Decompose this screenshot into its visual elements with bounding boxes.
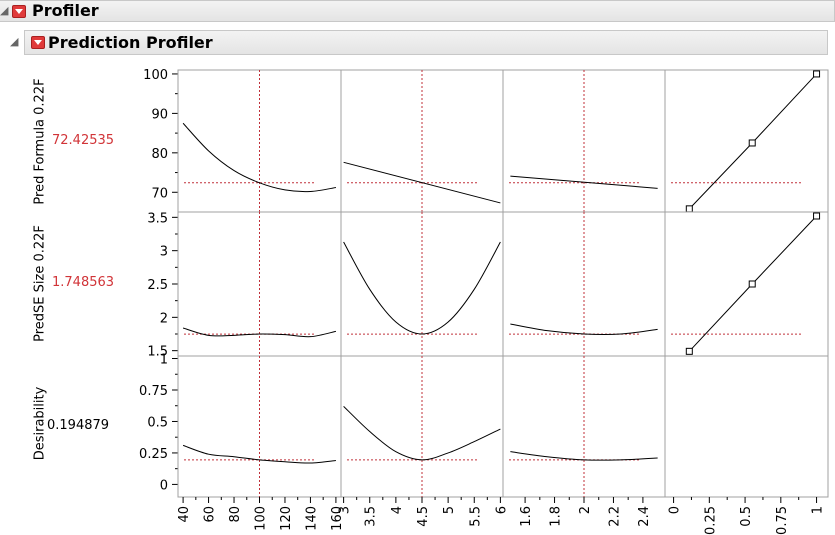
x-tick-label: 5.5 <box>468 506 483 527</box>
prediction-trace <box>343 405 501 461</box>
x-tick-label: 3 <box>338 506 353 514</box>
trace-marker <box>685 205 693 213</box>
y-tick-label: 90 <box>151 107 168 122</box>
prediction-profiler-outline-header[interactable] <box>24 30 828 55</box>
x-tick-label: 100 <box>254 506 269 531</box>
y-tick-label: 1.5 <box>147 345 168 360</box>
x-tick-label: 0.75 <box>775 506 790 535</box>
x-tick-label: 5 <box>442 506 457 514</box>
x-tick-label: 140 <box>304 506 319 531</box>
prediction-trace <box>182 327 337 338</box>
y-tick-label: 2 <box>160 311 168 326</box>
y-tick-label: 0.5 <box>147 415 168 430</box>
x-tick-label: 1.6 <box>519 506 534 527</box>
disclosure-triangle-icon[interactable]: ◢ <box>10 35 19 48</box>
trace-marker <box>748 139 756 147</box>
profile-panel <box>664 69 829 213</box>
profiler-outline-header[interactable]: ◢ Profiler <box>0 0 835 22</box>
x-tick-label: 120 <box>279 506 294 531</box>
y-tick-label: 100 <box>143 68 168 83</box>
prediction-profiler-title: Prediction Profiler <box>48 33 213 52</box>
y-tick-label: 80 <box>151 147 168 162</box>
x-tick-label: 60 <box>203 506 218 523</box>
y-tick-label: 70 <box>151 186 168 201</box>
x-tick-label: 40 <box>177 506 192 523</box>
profile-panel <box>340 69 504 213</box>
x-tick-label: 0.5 <box>739 506 754 527</box>
x-tick-label: 1 <box>811 506 826 514</box>
current-value-predse-size: 1.748563 <box>52 275 115 290</box>
profile-panel <box>664 211 829 357</box>
prediction-trace <box>182 444 336 464</box>
x-tick-label: 0 <box>668 506 683 514</box>
x-tick-label: 4 <box>390 506 405 514</box>
current-value-desirability: 0.194879 <box>47 418 110 433</box>
prediction-trace <box>343 241 501 335</box>
trace-marker <box>748 280 756 288</box>
x-tick-label: 1.8 <box>549 506 564 527</box>
prediction-trace <box>343 161 501 204</box>
x-tick-label: 2 <box>578 506 593 514</box>
profiler-title: Profiler <box>32 1 99 20</box>
x-tick-label: 80 <box>228 506 243 523</box>
x-tick-label: 160 <box>330 506 345 531</box>
x-tick-label: 6 <box>494 506 509 514</box>
trace-marker <box>813 212 821 220</box>
y-tick-label: 0 <box>160 478 168 493</box>
y-tick-label: 3 <box>160 245 168 260</box>
disclosure-triangle-icon[interactable]: ◢ <box>0 4 9 17</box>
prediction-profiler-red-triangle-menu-icon[interactable] <box>31 36 45 49</box>
x-tick-label: 0.25 <box>703 506 718 535</box>
prediction-trace <box>182 122 336 193</box>
x-tick-label: 4.5 <box>416 506 431 527</box>
prediction-trace <box>510 323 658 336</box>
profile-panel <box>177 69 342 213</box>
y-tick-label: 0.25 <box>139 447 168 462</box>
x-tick-label: 2.2 <box>607 506 622 527</box>
profile-panel <box>502 69 666 213</box>
prediction-trace <box>510 451 658 461</box>
prediction-trace <box>510 175 658 189</box>
trace-marker <box>685 347 693 355</box>
y-tick-label: 2.5 <box>147 278 168 293</box>
y-tick-label: 1 <box>160 353 168 368</box>
x-tick-label: 3.5 <box>364 506 379 527</box>
x-tick-label: 2.4 <box>637 506 652 527</box>
y-tick-label: 3.5 <box>147 211 168 226</box>
trace-marker <box>813 70 821 78</box>
current-value-pred-formula: 72.42535 <box>52 133 115 148</box>
profile-panel <box>664 355 829 498</box>
y-tick-label: 0.75 <box>139 384 168 399</box>
profiler-red-triangle-menu-icon[interactable] <box>12 5 26 18</box>
